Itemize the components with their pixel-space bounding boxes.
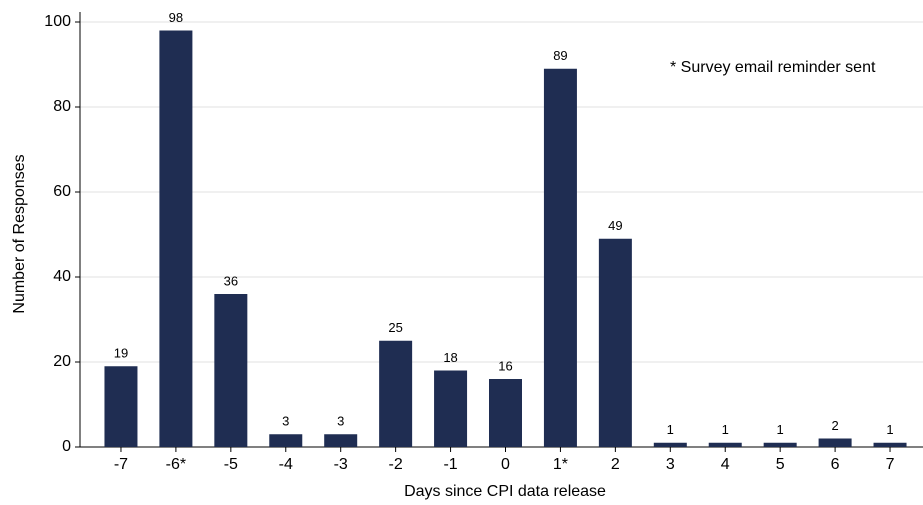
x-tick-label: -4 bbox=[279, 456, 293, 473]
x-axis-label: Days since CPI data release bbox=[404, 483, 606, 500]
bar bbox=[104, 366, 138, 447]
bar bbox=[269, 434, 303, 447]
x-tick-label: 4 bbox=[721, 456, 730, 473]
annotation: * Survey email reminder sent bbox=[670, 59, 876, 76]
bar bbox=[159, 30, 193, 447]
bar bbox=[708, 442, 742, 447]
x-tick-label: 5 bbox=[776, 456, 785, 473]
value-label: 18 bbox=[443, 350, 457, 365]
value-label: 16 bbox=[498, 358, 512, 373]
x-tick-label: 7 bbox=[886, 456, 895, 473]
bar bbox=[324, 434, 358, 447]
value-label: 49 bbox=[608, 218, 622, 233]
value-label: 3 bbox=[337, 414, 344, 429]
bar bbox=[489, 379, 522, 447]
x-tick-label: -7 bbox=[114, 456, 128, 473]
x-tick-label: -5 bbox=[224, 456, 238, 473]
x-tick-label: 0 bbox=[501, 456, 510, 473]
bar bbox=[543, 68, 577, 447]
bar bbox=[873, 442, 907, 447]
y-tick-label: 60 bbox=[53, 183, 71, 200]
x-tick-label: 6 bbox=[831, 456, 840, 473]
value-label: 3 bbox=[282, 414, 289, 429]
value-label: 19 bbox=[114, 346, 128, 361]
bar bbox=[763, 442, 797, 447]
x-tick-label: -1 bbox=[443, 456, 457, 473]
value-label: 1 bbox=[777, 422, 784, 437]
value-label: 1 bbox=[722, 422, 729, 437]
x-tick-label: 3 bbox=[666, 456, 675, 473]
y-axis-label: Number of Responses bbox=[11, 154, 28, 313]
bar bbox=[434, 370, 468, 447]
x-tick-label: 1* bbox=[553, 456, 568, 473]
value-label: 36 bbox=[224, 273, 238, 288]
bar bbox=[379, 340, 413, 447]
bar bbox=[653, 442, 687, 447]
x-tick-label: 2 bbox=[611, 456, 620, 473]
value-label: 98 bbox=[169, 10, 183, 25]
y-tick-label: 80 bbox=[53, 98, 71, 115]
bar bbox=[214, 294, 248, 447]
value-label: 25 bbox=[388, 320, 402, 335]
bar bbox=[598, 238, 632, 447]
y-tick-label: 0 bbox=[62, 438, 71, 455]
x-tick-label: -6* bbox=[166, 456, 186, 473]
y-tick-label: 100 bbox=[44, 13, 71, 30]
value-label: 1 bbox=[667, 422, 674, 437]
y-tick-label: 20 bbox=[53, 353, 71, 370]
value-label: 89 bbox=[553, 48, 567, 63]
value-label: 1 bbox=[886, 422, 893, 437]
bar bbox=[818, 438, 852, 447]
value-label: 2 bbox=[831, 418, 838, 433]
y-tick-label: 40 bbox=[53, 268, 71, 285]
x-tick-label: -3 bbox=[334, 456, 348, 473]
x-tick-label: -2 bbox=[389, 456, 403, 473]
